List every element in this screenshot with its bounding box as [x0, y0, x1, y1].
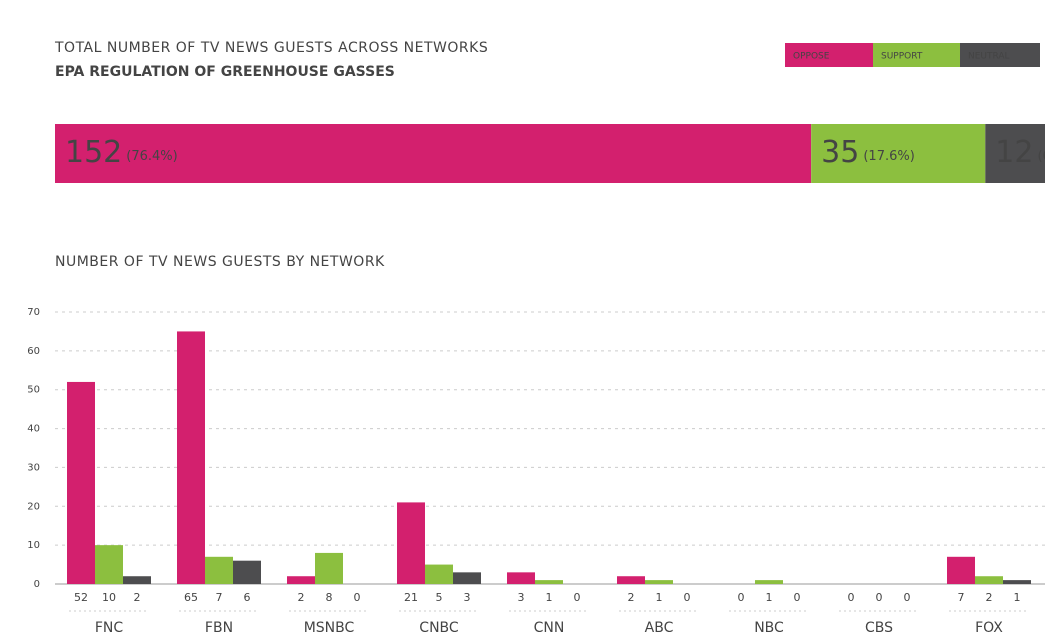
value-label: 152	[65, 135, 122, 170]
bar	[535, 580, 563, 584]
share-label: (17.6%)	[863, 149, 914, 164]
bar	[315, 552, 343, 584]
x-tick-label: NBC	[754, 620, 784, 636]
chart-title: TOTAL NUMBER OF TV NEWS GUESTS ACROSS NE…	[54, 40, 488, 56]
y-tick-label: 0	[34, 579, 40, 590]
bar	[453, 572, 481, 584]
value-label: 0	[354, 591, 361, 604]
bar	[975, 576, 1003, 584]
value-label: 0	[738, 591, 745, 604]
legend-swatch	[960, 43, 1040, 67]
x-tick-label: FOX	[975, 620, 1003, 636]
value-label: 7	[216, 591, 223, 604]
legend-label: NEUTRAL	[968, 52, 1010, 62]
value-label: 0	[574, 591, 581, 604]
bar	[95, 545, 123, 584]
value-label: 21	[404, 591, 418, 604]
x-tick-label: CBS	[865, 620, 893, 636]
value-label: 0	[684, 591, 691, 604]
value-label: 10	[102, 591, 116, 604]
y-tick-label: 30	[27, 462, 40, 473]
legend-label: SUPPORT	[881, 52, 923, 62]
bar	[1003, 580, 1031, 584]
value-label: 0	[794, 591, 801, 604]
value-label: 5	[436, 591, 443, 604]
y-tick-label: 60	[27, 346, 40, 357]
bar-segment	[55, 124, 812, 183]
x-tick-label: FBN	[205, 620, 233, 636]
value-label: 12	[995, 135, 1033, 170]
chart-title: NUMBER OF TV NEWS GUESTS BY NETWORK	[55, 254, 385, 270]
x-tick-label: MSNBC	[304, 620, 355, 636]
bar	[755, 580, 783, 584]
y-tick-label: 50	[27, 385, 40, 396]
bar	[645, 580, 673, 584]
x-tick-label: FNC	[95, 620, 124, 636]
bar-segment	[985, 124, 1045, 183]
share-label: (6%)	[1037, 149, 1045, 164]
bar	[287, 576, 315, 584]
chart-subtitle: EPA REGULATION OF GREENHOUSE GASSES	[55, 64, 395, 80]
value-label: 0	[876, 591, 883, 604]
value-label: 65	[184, 591, 198, 604]
y-tick-label: 40	[27, 424, 40, 435]
value-label: 0	[848, 591, 855, 604]
legend-swatch	[785, 43, 873, 67]
value-label: 8	[326, 591, 333, 604]
value-label: 1	[656, 591, 663, 604]
bar	[507, 572, 535, 584]
y-tick-label: 10	[27, 540, 40, 551]
bar	[425, 564, 453, 584]
x-tick-label: CNN	[534, 620, 565, 636]
value-label: 1	[766, 591, 773, 604]
bar-segment	[811, 124, 986, 183]
value-label: 35	[821, 135, 859, 170]
bar	[947, 556, 975, 584]
value-label: 52	[74, 591, 88, 604]
bar	[123, 576, 151, 584]
bar	[617, 576, 645, 584]
legend-label: OPPOSE	[793, 52, 830, 62]
bar	[205, 556, 233, 584]
value-label: 0	[904, 591, 911, 604]
x-tick-label: ABC	[645, 620, 674, 636]
value-label: 7	[958, 591, 965, 604]
y-tick-label: 70	[27, 307, 40, 318]
y-tick-label: 20	[27, 501, 40, 512]
bar	[233, 560, 261, 584]
value-label: 2	[986, 591, 993, 604]
bar	[397, 502, 425, 584]
value-label: 2	[298, 591, 305, 604]
share-label: (76.4%)	[126, 149, 177, 164]
value-label: 2	[134, 591, 141, 604]
bar	[67, 381, 95, 584]
bar	[177, 331, 205, 584]
value-label: 3	[518, 591, 525, 604]
value-label: 6	[244, 591, 251, 604]
x-tick-label: CNBC	[419, 620, 459, 636]
value-label: 3	[464, 591, 471, 604]
legend-swatch	[873, 43, 960, 67]
value-label: 1	[546, 591, 553, 604]
value-label: 1	[1014, 591, 1021, 604]
value-label: 2	[628, 591, 635, 604]
